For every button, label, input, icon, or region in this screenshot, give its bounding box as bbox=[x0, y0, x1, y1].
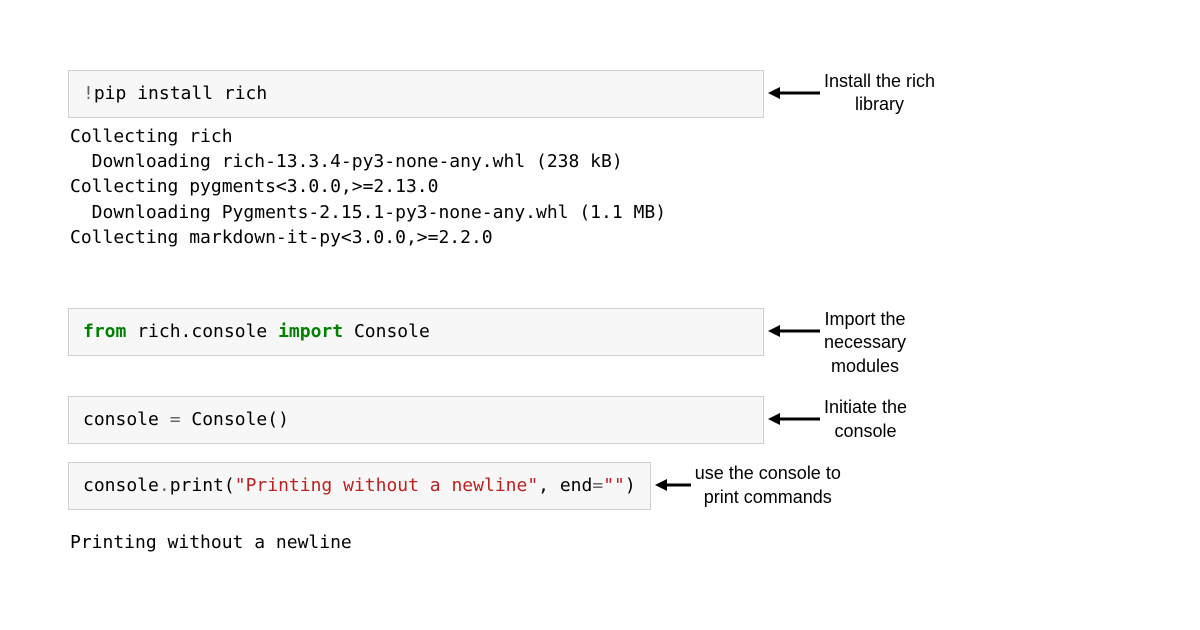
annot-initiate: Initiate the console bbox=[824, 396, 907, 443]
output-install: Collecting rich Downloading rich-13.3.4-… bbox=[68, 118, 764, 250]
name-Console: Console bbox=[343, 321, 430, 342]
op-eq2: = bbox=[592, 475, 603, 496]
code-cell-initiate: console = Console() bbox=[68, 396, 764, 444]
row-print: console.print("Printing without a newlin… bbox=[68, 462, 1150, 510]
annot-initiate-l2: console bbox=[835, 421, 897, 441]
code-cell-print: console.print("Printing without a newlin… bbox=[68, 462, 651, 510]
row-import: from rich.console import Console Import … bbox=[68, 308, 1150, 378]
rparen: ) bbox=[625, 475, 636, 496]
rhs-Console-call: Console() bbox=[181, 409, 289, 430]
kw-from: from bbox=[83, 321, 126, 342]
code-cell-import: from rich.console import Console bbox=[68, 308, 764, 356]
op-eq: = bbox=[170, 409, 181, 430]
string-end: "" bbox=[603, 475, 625, 496]
annot-install-l2: library bbox=[855, 94, 904, 114]
token-pip-cmd: pip install rich bbox=[94, 83, 267, 104]
kw-import: import bbox=[278, 321, 343, 342]
arrow-left-icon bbox=[766, 412, 822, 426]
arrow-left-icon bbox=[653, 478, 693, 492]
lparen: ( bbox=[224, 475, 235, 496]
lhs-console: console bbox=[83, 409, 170, 430]
row-initiate: console = Console() Initiate the console bbox=[68, 396, 1150, 444]
annot-import-l1: Import the bbox=[825, 309, 906, 329]
mod-rich-console: rich.console bbox=[126, 321, 278, 342]
op-dot: . bbox=[159, 475, 170, 496]
string-arg: "Printing without a newline" bbox=[235, 475, 538, 496]
annot-initiate-l1: Initiate the bbox=[824, 397, 907, 417]
obj-console: console bbox=[83, 475, 159, 496]
annot-print: use the console to print commands bbox=[695, 462, 841, 509]
annot-import-l3: modules bbox=[831, 356, 899, 376]
annot-install: Install the rich library bbox=[824, 70, 935, 117]
arrow-left-icon bbox=[766, 86, 822, 100]
annot-import: Import the necessary modules bbox=[824, 308, 906, 378]
arrow-print bbox=[651, 462, 695, 508]
method-print: print bbox=[170, 475, 224, 496]
sep-end: , end bbox=[538, 475, 592, 496]
row-install: !pip install rich Install the rich librar… bbox=[68, 70, 1150, 118]
arrow-initiate bbox=[764, 396, 824, 442]
annot-print-l1: use the console to bbox=[695, 463, 841, 483]
annot-print-l2: print commands bbox=[704, 487, 832, 507]
arrow-left-icon bbox=[766, 324, 822, 338]
output-print: Printing without a newline bbox=[68, 524, 764, 555]
code-cell-install: !pip install rich bbox=[68, 70, 764, 118]
annot-install-l1: Install the rich bbox=[824, 71, 935, 91]
annot-import-l2: necessary bbox=[824, 332, 906, 352]
arrow-install bbox=[764, 70, 824, 116]
arrow-import bbox=[764, 308, 824, 354]
token-bang: ! bbox=[83, 83, 94, 104]
